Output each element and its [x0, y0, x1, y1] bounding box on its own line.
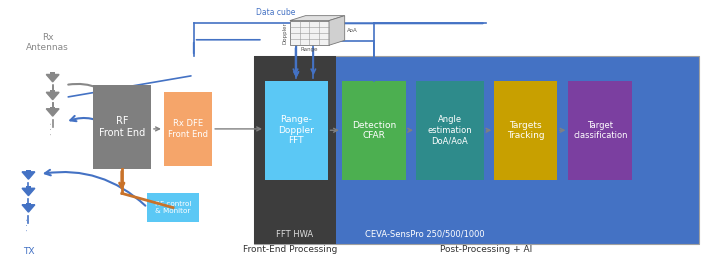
Bar	[290, 20, 329, 45]
Polygon shape	[22, 188, 35, 196]
Polygon shape	[46, 109, 59, 116]
Text: · · ·: · · ·	[24, 218, 33, 232]
Text: Doppler: Doppler	[282, 22, 287, 44]
Polygon shape	[22, 172, 35, 179]
Bar	[50, 107, 55, 109]
Text: FFT HWA: FFT HWA	[276, 230, 313, 238]
Bar	[164, 92, 212, 166]
Text: Angle
estimation
DoA/AoA: Angle estimation DoA/AoA	[428, 116, 472, 145]
Text: RF
Front End: RF Front End	[99, 116, 145, 138]
Bar	[568, 81, 633, 179]
Bar	[50, 90, 55, 92]
Bar	[255, 56, 336, 244]
Text: Front-End Processing: Front-End Processing	[242, 245, 337, 254]
Bar	[26, 203, 31, 205]
Bar	[494, 81, 557, 179]
Bar	[50, 73, 55, 75]
Text: Rx
Antennas: Rx Antennas	[26, 33, 69, 52]
Text: Detection
CFAR: Detection CFAR	[352, 120, 396, 140]
Bar	[92, 85, 151, 169]
Bar	[26, 186, 31, 188]
Text: Range: Range	[301, 47, 318, 52]
Text: Data cube: Data cube	[256, 8, 295, 17]
Bar	[416, 81, 483, 179]
Bar	[147, 193, 199, 222]
Text: Target
classification: Target classification	[573, 120, 628, 140]
Text: Post-Processing + AI: Post-Processing + AI	[440, 245, 532, 254]
Text: RF control
& Monitor: RF control & Monitor	[155, 201, 191, 214]
Text: Range-
Doppler
FFT: Range- Doppler FFT	[278, 116, 314, 145]
Text: AoA: AoA	[347, 28, 358, 33]
Bar	[255, 56, 699, 244]
Bar	[342, 81, 406, 179]
Text: CEVA-SensPro 250/500/1000: CEVA-SensPro 250/500/1000	[365, 230, 485, 238]
Text: · · ·: · · ·	[48, 122, 57, 135]
Polygon shape	[22, 205, 35, 212]
Polygon shape	[329, 16, 345, 45]
Bar	[265, 81, 327, 179]
Text: Targets
Tracking: Targets Tracking	[507, 120, 544, 140]
Polygon shape	[46, 92, 59, 100]
Polygon shape	[46, 75, 59, 82]
Bar	[26, 170, 31, 172]
Polygon shape	[290, 16, 345, 20]
Text: TX: TX	[23, 247, 34, 256]
Text: Rx DFE
Front End: Rx DFE Front End	[168, 119, 208, 138]
